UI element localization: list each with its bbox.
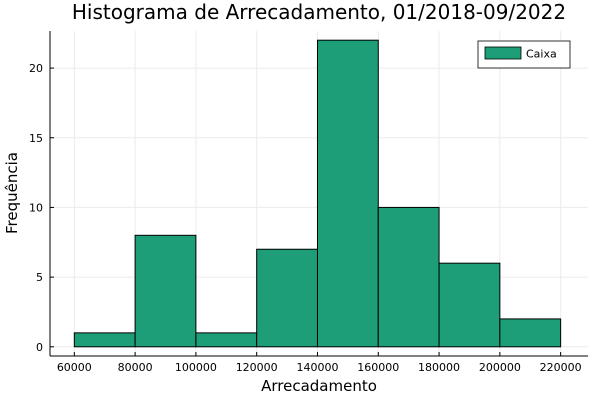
y-tick-label: 10 bbox=[29, 201, 43, 214]
chart-title: Histograma de Arrecadamento, 01/2018-09/… bbox=[72, 0, 566, 24]
histogram-bar bbox=[195, 332, 258, 348]
x-tick-label: 200000 bbox=[479, 361, 521, 374]
x-tick-label: 80000 bbox=[118, 361, 153, 374]
axes bbox=[49, 31, 588, 357]
x-tick-label: 140000 bbox=[296, 361, 338, 374]
legend: Caixa bbox=[477, 40, 571, 69]
x-tick-label: 180000 bbox=[418, 361, 460, 374]
x-tick-label: 120000 bbox=[236, 361, 278, 374]
histogram-bars bbox=[73, 39, 562, 348]
y-tick-label: 15 bbox=[29, 132, 43, 145]
x-tick-label: 220000 bbox=[540, 361, 582, 374]
x-tick-label: 160000 bbox=[357, 361, 399, 374]
histogram-bar bbox=[256, 248, 318, 348]
x-tick-label: 60000 bbox=[57, 361, 92, 374]
y-axis-title: Frequência bbox=[3, 152, 21, 234]
x-axis-title: Arrecadamento bbox=[261, 377, 377, 395]
legend-swatch-caixa bbox=[484, 46, 522, 60]
histogram-bar bbox=[134, 234, 197, 348]
x-tick-label: 100000 bbox=[175, 361, 217, 374]
y-tick-label: 5 bbox=[36, 271, 43, 284]
legend-label-caixa: Caixa bbox=[526, 48, 557, 61]
tick-labels: 60000 80000 100000 120000 140000 160000 180000… bbox=[29, 62, 582, 374]
y-tick-label: 0 bbox=[36, 341, 43, 354]
histogram-bar bbox=[377, 206, 440, 348]
histogram-bar bbox=[73, 332, 136, 348]
histogram-bar bbox=[499, 318, 562, 348]
histogram-bar bbox=[316, 39, 379, 348]
histogram-bar bbox=[438, 262, 501, 348]
y-tick-label: 20 bbox=[29, 62, 43, 75]
